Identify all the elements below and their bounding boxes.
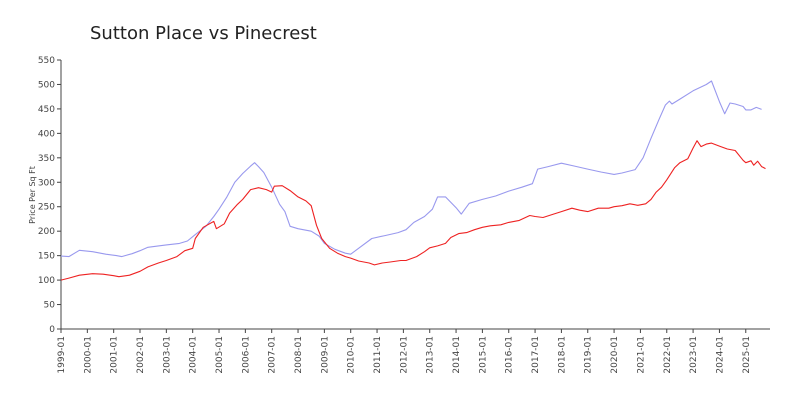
y-axis-ticks: 0 50 100 150 200 250 300 350 400 450 500 550 xyxy=(38,56,61,335)
x-tick-label: 2020-01 xyxy=(610,336,620,374)
y-tick-label: 400 xyxy=(38,129,55,139)
x-tick-label: 2002-01 xyxy=(136,336,146,374)
x-tick-label: 2022-01 xyxy=(663,336,673,374)
x-tick-label: 2025-01 xyxy=(742,336,752,374)
x-tick-label: 2009-01 xyxy=(320,336,330,374)
x-tick-label: 1999-01 xyxy=(57,336,67,374)
y-tick-label: 550 xyxy=(38,56,55,66)
y-tick-label: 500 xyxy=(38,80,55,90)
x-tick-label: 2007-01 xyxy=(268,336,278,374)
x-axis-ticks: 1999-01 2000-01 2001-01 2002-01 2003-01 2004-… xyxy=(57,329,752,374)
y-tick-label: 450 xyxy=(38,105,55,115)
x-tick-label: 2003-01 xyxy=(162,336,172,374)
x-tick-label: 2023-01 xyxy=(689,336,699,374)
x-tick-label: 2014-01 xyxy=(452,336,462,374)
y-tick-label: 50 xyxy=(44,301,56,311)
x-tick-label: 2024-01 xyxy=(715,336,725,374)
x-tick-label: 2011-01 xyxy=(373,336,383,374)
y-tick-label: 100 xyxy=(38,276,55,286)
x-tick-label: 2006-01 xyxy=(241,336,251,374)
y-tick-label: 0 xyxy=(49,325,55,335)
x-tick-label: 2004-01 xyxy=(189,336,199,374)
series-line-2 xyxy=(60,140,766,281)
y-tick-label: 200 xyxy=(38,227,55,237)
x-tick-label: 2000-01 xyxy=(83,336,93,374)
x-tick-label: 2010-01 xyxy=(347,336,357,374)
chart-title: Sutton Place vs Pinecrest xyxy=(90,23,317,44)
x-tick-label: 2021-01 xyxy=(636,336,646,374)
y-axis-label: Price Per Sq Ft xyxy=(28,166,37,224)
y-tick-label: 250 xyxy=(38,203,55,213)
x-tick-label: 2013-01 xyxy=(426,336,436,374)
x-tick-label: 2017-01 xyxy=(531,336,541,374)
y-tick-label: 150 xyxy=(38,252,55,262)
x-tick-label: 2008-01 xyxy=(294,336,304,374)
x-tick-label: 2012-01 xyxy=(399,336,409,374)
y-tick-label: 350 xyxy=(38,154,55,164)
series-line-1 xyxy=(60,80,762,258)
x-tick-label: 2016-01 xyxy=(505,336,515,374)
x-tick-label: 2005-01 xyxy=(215,336,225,374)
series-lines xyxy=(60,80,766,281)
y-tick-label: 300 xyxy=(38,178,55,188)
x-tick-label: 2019-01 xyxy=(584,336,594,374)
x-tick-label: 2018-01 xyxy=(557,336,567,374)
x-tick-label: 2015-01 xyxy=(478,336,488,374)
x-tick-label: 2001-01 xyxy=(110,336,120,374)
